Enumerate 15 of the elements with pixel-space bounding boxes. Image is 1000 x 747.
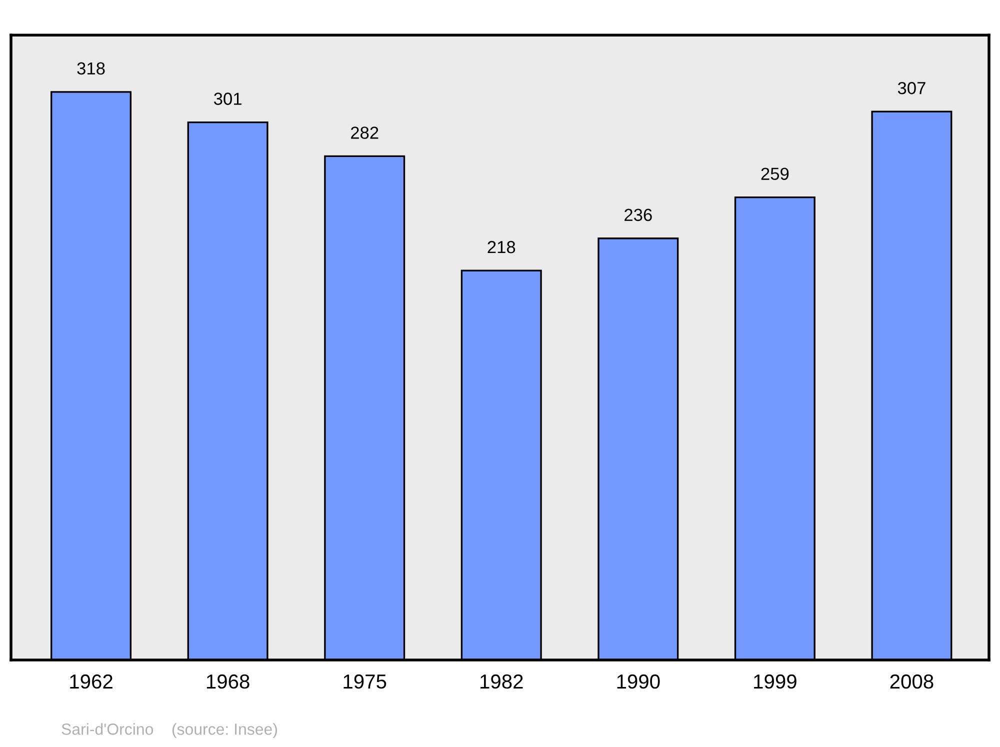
x-tick-label: 1999 bbox=[754, 674, 796, 689]
data-label: 301 bbox=[214, 92, 242, 105]
x-tick-label: 1982 bbox=[480, 674, 523, 689]
x-tick-label: 1975 bbox=[344, 674, 386, 689]
text: Sari-d'Orcino (source: Insee) bbox=[62, 723, 277, 738]
x-tick-label: 1968 bbox=[206, 674, 250, 689]
data-label: 282 bbox=[350, 126, 378, 139]
data-label: 259 bbox=[761, 168, 789, 180]
data-label: 318 bbox=[77, 62, 105, 75]
x-tick-label: 2008 bbox=[890, 674, 934, 689]
x-tick-label: 1990 bbox=[617, 674, 660, 689]
x-tick-label: 1962 bbox=[70, 674, 112, 689]
data-label: 307 bbox=[898, 82, 926, 94]
data-label: 218 bbox=[488, 240, 516, 254]
data-label: 236 bbox=[624, 208, 652, 222]
